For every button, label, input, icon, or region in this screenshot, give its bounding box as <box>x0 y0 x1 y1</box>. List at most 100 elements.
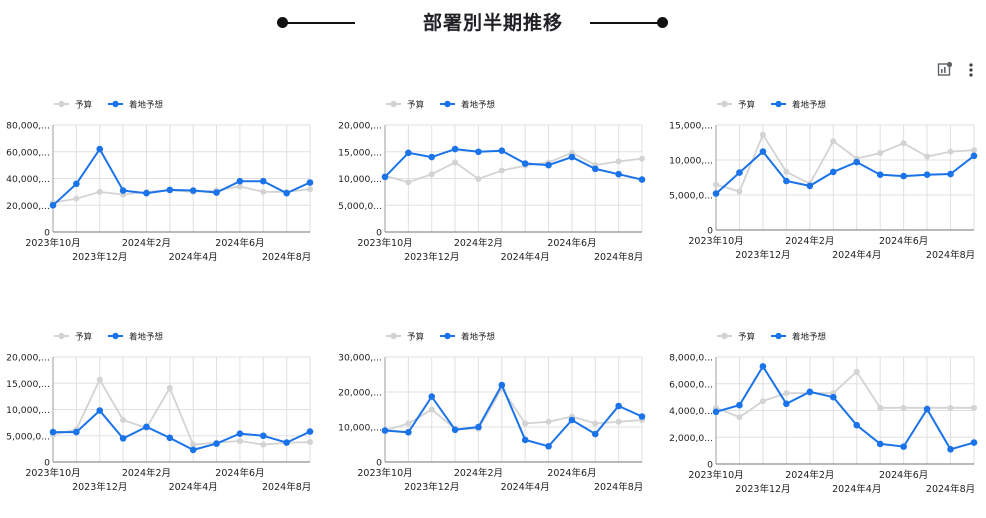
data-point-forecast[interactable] <box>96 407 104 414</box>
data-point-forecast[interactable] <box>947 445 954 453</box>
data-point-budget[interactable] <box>428 171 435 178</box>
data-point-budget[interactable] <box>260 188 267 195</box>
data-point-budget[interactable] <box>545 418 552 425</box>
data-point-budget[interactable] <box>783 168 790 175</box>
data-point-forecast[interactable] <box>189 187 197 194</box>
data-point-budget[interactable] <box>96 188 103 195</box>
data-point-forecast[interactable] <box>405 428 412 436</box>
data-point-forecast[interactable] <box>545 442 552 450</box>
data-point-forecast[interactable] <box>759 363 767 370</box>
data-point-forecast[interactable] <box>900 443 907 450</box>
data-point-forecast[interactable] <box>829 393 837 401</box>
data-point-forecast[interactable] <box>49 428 57 436</box>
data-point-forecast[interactable] <box>96 145 104 153</box>
data-point-budget[interactable] <box>166 384 173 391</box>
data-point-budget[interactable] <box>405 179 412 186</box>
data-point-forecast[interactable] <box>900 172 907 180</box>
data-point-forecast[interactable] <box>736 401 743 409</box>
data-point-forecast[interactable] <box>568 416 576 424</box>
data-point-forecast[interactable] <box>829 168 837 176</box>
data-point-budget[interactable] <box>830 138 837 145</box>
data-point-budget[interactable] <box>498 167 505 174</box>
data-point-budget[interactable] <box>307 439 313 446</box>
data-point-forecast[interactable] <box>283 439 290 446</box>
data-point-forecast[interactable] <box>712 190 720 197</box>
chart-insights-icon[interactable] <box>937 61 953 77</box>
data-point-forecast[interactable] <box>119 435 127 442</box>
data-point-budget[interactable] <box>900 404 907 411</box>
data-point-budget[interactable] <box>615 418 622 425</box>
data-point-budget[interactable] <box>713 181 719 188</box>
data-point-budget[interactable] <box>759 398 766 405</box>
data-point-forecast[interactable] <box>73 180 80 188</box>
data-point-budget[interactable] <box>260 441 267 448</box>
data-point-budget[interactable] <box>947 148 954 155</box>
data-point-budget[interactable] <box>190 441 197 448</box>
data-point-forecast[interactable] <box>806 388 814 396</box>
data-point-forecast[interactable] <box>166 434 174 442</box>
data-point-budget[interactable] <box>592 420 599 427</box>
data-point-forecast[interactable] <box>591 165 599 173</box>
data-point-forecast[interactable] <box>259 177 267 185</box>
data-point-budget[interactable] <box>900 140 907 147</box>
data-point-forecast[interactable] <box>306 179 314 186</box>
data-point-budget[interactable] <box>853 368 860 375</box>
data-point-forecast[interactable] <box>923 405 931 413</box>
data-point-forecast[interactable] <box>119 187 127 194</box>
data-point-forecast[interactable] <box>498 381 506 389</box>
data-point-forecast[interactable] <box>521 160 529 167</box>
data-point-forecast[interactable] <box>143 423 150 431</box>
data-point-budget[interactable] <box>971 404 977 411</box>
data-point-forecast[interactable] <box>759 148 767 155</box>
data-point-forecast[interactable] <box>49 201 57 209</box>
data-point-forecast[interactable] <box>213 440 220 447</box>
data-point-forecast[interactable] <box>498 147 506 154</box>
data-point-forecast[interactable] <box>638 176 646 183</box>
data-point-forecast[interactable] <box>545 161 552 169</box>
data-point-forecast[interactable] <box>947 170 954 178</box>
data-point-forecast[interactable] <box>73 428 80 436</box>
data-point-forecast[interactable] <box>638 413 646 420</box>
data-point-budget[interactable] <box>947 404 954 411</box>
data-point-forecast[interactable] <box>451 426 459 434</box>
data-point-forecast[interactable] <box>783 177 790 185</box>
data-point-forecast[interactable] <box>521 436 529 444</box>
data-point-forecast[interactable] <box>451 145 459 153</box>
data-point-budget[interactable] <box>877 404 884 411</box>
data-point-forecast[interactable] <box>970 152 978 160</box>
data-point-budget[interactable] <box>759 131 766 138</box>
data-point-forecast[interactable] <box>428 393 436 400</box>
data-point-forecast[interactable] <box>876 440 884 448</box>
data-point-forecast[interactable] <box>143 189 150 197</box>
data-point-forecast[interactable] <box>712 408 720 416</box>
data-point-budget[interactable] <box>73 195 80 202</box>
data-point-budget[interactable] <box>475 176 482 183</box>
data-point-budget[interactable] <box>971 147 977 154</box>
data-point-budget[interactable] <box>96 376 103 383</box>
data-point-budget[interactable] <box>236 438 243 444</box>
data-point-forecast[interactable] <box>189 446 197 454</box>
data-point-budget[interactable] <box>736 414 743 421</box>
data-point-budget[interactable] <box>924 153 931 160</box>
data-point-forecast[interactable] <box>259 432 267 440</box>
data-point-forecast[interactable] <box>736 169 743 176</box>
data-point-forecast[interactable] <box>166 186 174 194</box>
data-point-forecast[interactable] <box>970 439 978 446</box>
data-point-forecast[interactable] <box>428 153 436 161</box>
data-point-budget[interactable] <box>639 155 645 162</box>
data-point-forecast[interactable] <box>568 153 576 161</box>
data-point-forecast[interactable] <box>923 171 931 178</box>
data-point-budget[interactable] <box>877 150 884 156</box>
data-point-budget[interactable] <box>615 158 622 165</box>
data-point-forecast[interactable] <box>306 428 314 435</box>
data-point-forecast[interactable] <box>591 430 599 438</box>
data-point-forecast[interactable] <box>213 189 220 196</box>
data-point-forecast[interactable] <box>783 400 790 408</box>
data-point-budget[interactable] <box>120 417 127 423</box>
data-point-budget[interactable] <box>428 406 435 413</box>
data-point-budget[interactable] <box>405 420 412 427</box>
data-point-budget[interactable] <box>522 420 529 427</box>
data-point-forecast[interactable] <box>283 189 290 197</box>
data-point-forecast[interactable] <box>405 149 412 157</box>
data-point-budget[interactable] <box>452 159 459 166</box>
